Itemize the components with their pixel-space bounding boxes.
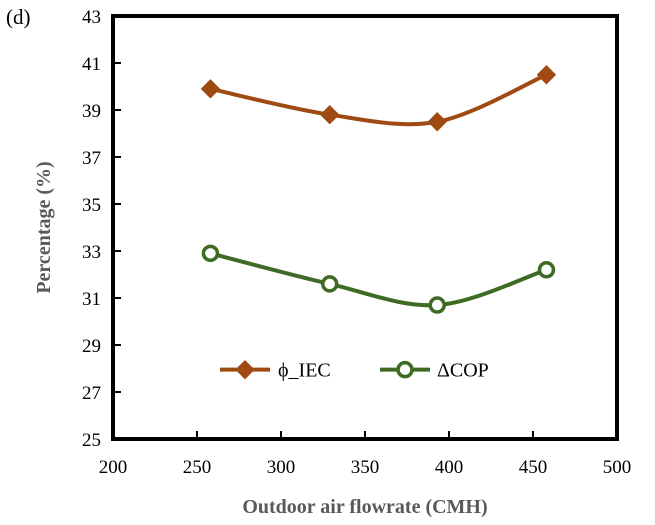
series-phi-iec <box>200 65 557 132</box>
series-line <box>209 251 548 308</box>
x-tick-label: 300 <box>267 457 296 478</box>
data-point <box>201 244 220 263</box>
panel-label: (d) <box>6 5 31 29</box>
data-point <box>320 104 340 125</box>
data-point <box>320 275 339 293</box>
data-point <box>428 296 446 314</box>
y-tick-label: 27 <box>82 383 101 404</box>
legend-label: ϕ_IEC <box>278 360 331 382</box>
series-line <box>210 72 548 127</box>
y-tick-label: 29 <box>82 336 101 357</box>
x-tick-label: 500 <box>603 457 632 478</box>
x-tick-label: 350 <box>351 457 380 478</box>
y-tick-label: 43 <box>82 7 101 28</box>
x-tick-label: 250 <box>183 457 212 478</box>
legend-marker <box>396 360 414 379</box>
legend-item: ΔCOP <box>380 360 489 382</box>
legend-marker <box>235 359 255 380</box>
y-tick-label: 39 <box>82 101 101 122</box>
data-point <box>536 65 557 85</box>
legend-item: ϕ_IEC <box>220 360 331 382</box>
legend: ϕ_IEC ΔCOP <box>220 360 489 382</box>
plot-area-frame <box>111 14 619 441</box>
y-tick-label: 31 <box>82 289 101 310</box>
x-tick-label: 450 <box>519 457 548 478</box>
x-axis-ticks: 200 250 300 350 400 450 500 <box>99 431 632 478</box>
series-delta-cop <box>201 244 556 314</box>
x-tick-label: 200 <box>99 457 128 478</box>
data-point <box>537 261 556 279</box>
x-axis-title: Outdoor air flowrate (CMH) <box>242 496 487 518</box>
data-point <box>427 112 447 132</box>
x-tick-label: 400 <box>435 457 464 478</box>
y-tick-label: 37 <box>82 148 101 169</box>
data-point <box>200 79 221 99</box>
legend-label: ΔCOP <box>437 360 489 382</box>
y-tick-label: 35 <box>82 195 101 216</box>
y-axis-ticks: 25 27 29 31 33 35 37 39 41 43 <box>82 7 121 451</box>
y-axis-title: Percentage (%) <box>33 161 55 293</box>
y-tick-label: 41 <box>82 54 101 75</box>
y-tick-label: 25 <box>82 430 101 451</box>
y-tick-label: 33 <box>82 242 101 263</box>
series-layer <box>200 65 557 314</box>
